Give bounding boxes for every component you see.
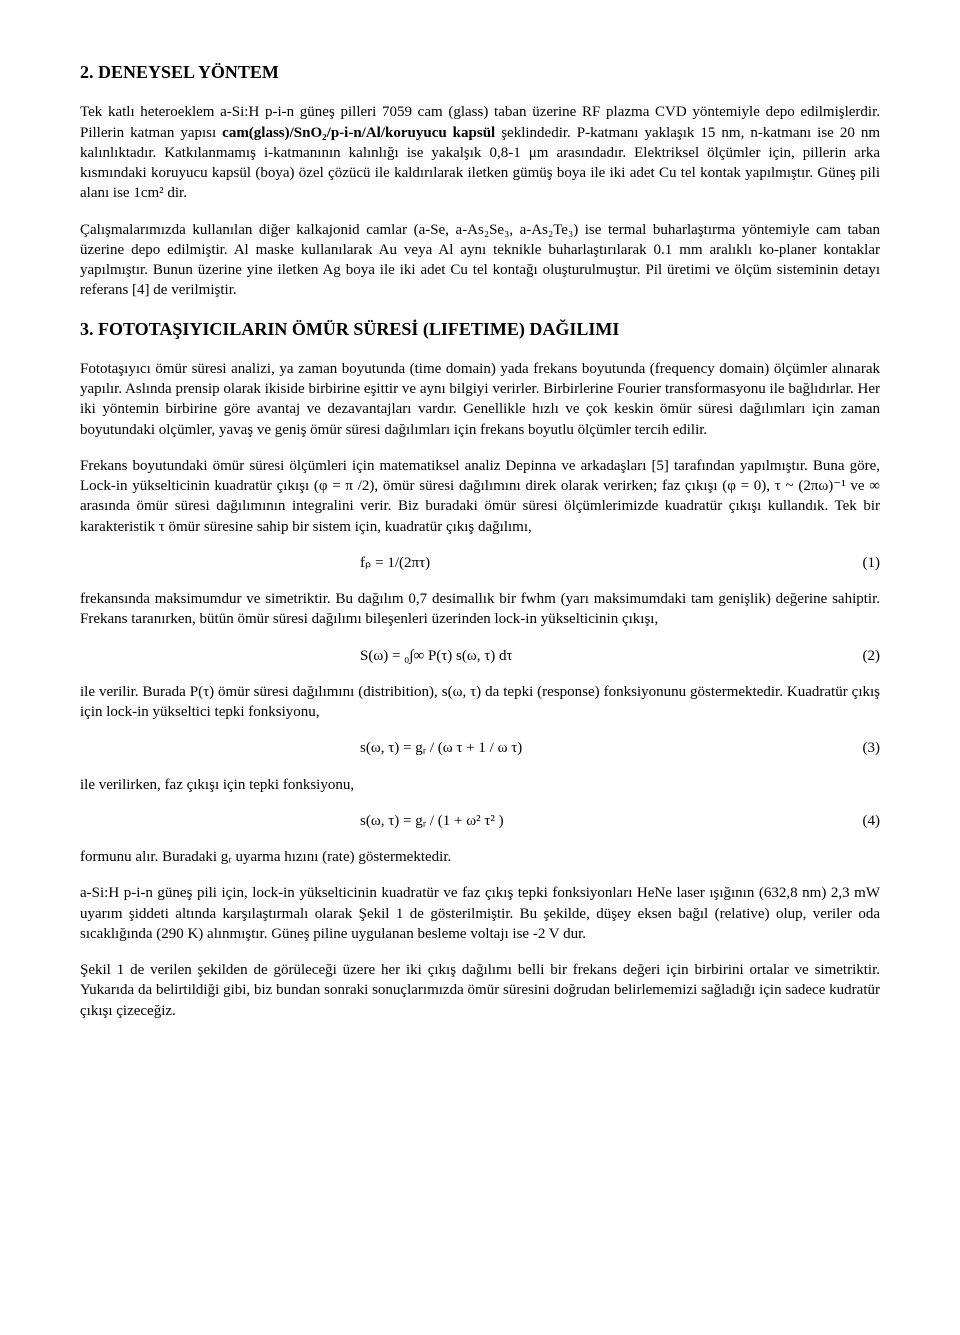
section-heading-2: 2. DENEYSEL YÖNTEM	[80, 60, 880, 84]
body-paragraph: Fototaşıyıcı ömür süresi analizi, ya zam…	[80, 359, 880, 440]
body-paragraph: a-Si:H p-i-n güneş pili için, lock-in yü…	[80, 883, 880, 944]
equation-body: s(ω, τ) = gᵣ / (ω τ + 1 / ω τ)	[360, 738, 800, 758]
section-number: 3.	[80, 319, 94, 339]
equation-number: (1)	[800, 553, 880, 573]
equation-number: (3)	[800, 738, 880, 758]
equation-body: S(ω) = ₀∫∞ P(τ) s(ω, τ) dτ	[360, 646, 800, 666]
equation-number: (4)	[800, 811, 880, 831]
section-title-text: FOTOTAŞIYICILARIN ÖMÜR SÜRESİ (LIFETIME)…	[98, 319, 619, 339]
body-paragraph: ile verilirken, faz çıkışı için tepki fo…	[80, 775, 880, 795]
body-paragraph: frekansında maksimumdur ve simetriktir. …	[80, 589, 880, 630]
body-paragraph: Çalışmalarımızda kullanılan diğer kalkaj…	[80, 220, 880, 301]
body-paragraph: ile verilir. Burada P(τ) ömür süresi dağ…	[80, 682, 880, 723]
section-heading-3: 3. FOTOTAŞIYICILARIN ÖMÜR SÜRESİ (LIFETI…	[80, 317, 880, 341]
body-paragraph: Şekil 1 de verilen şekilden de görüleceğ…	[80, 960, 880, 1021]
body-paragraph: Frekans boyutundaki ömür süresi ölçümler…	[80, 456, 880, 537]
equation-3: s(ω, τ) = gᵣ / (ω τ + 1 / ω τ) (3)	[80, 738, 880, 758]
section-number: 2.	[80, 62, 94, 82]
bold-text: cam(glass)/SnO₂/p-i-n/Al/koruyucu kapsül	[222, 125, 495, 141]
equation-body: fₚ = 1/(2πτ)	[360, 553, 800, 573]
equation-1: fₚ = 1/(2πτ) (1)	[80, 553, 880, 573]
equation-2: S(ω) = ₀∫∞ P(τ) s(ω, τ) dτ (2)	[80, 646, 880, 666]
body-paragraph: Tek katlı heteroeklem a-Si:H p-i-n güneş…	[80, 102, 880, 203]
body-paragraph: formunu alır. Buradaki gᵣ uyarma hızını …	[80, 847, 880, 867]
equation-4: s(ω, τ) = gᵣ / (1 + ω² τ² ) (4)	[80, 811, 880, 831]
equation-body: s(ω, τ) = gᵣ / (1 + ω² τ² )	[360, 811, 800, 831]
section-title-text: DENEYSEL YÖNTEM	[98, 62, 279, 82]
equation-number: (2)	[800, 646, 880, 666]
